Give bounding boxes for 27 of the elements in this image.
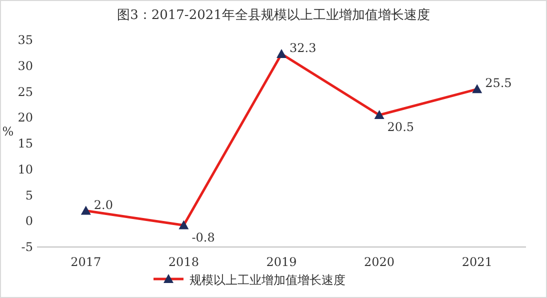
point bbox=[472, 84, 482, 94]
y-axis-title: % bbox=[2, 124, 14, 138]
y-tick-label: 20 bbox=[18, 110, 33, 125]
data-label: 20.5 bbox=[387, 120, 414, 134]
x-tick-label: 2017 bbox=[70, 255, 102, 269]
y-tick-label: 15 bbox=[18, 136, 33, 150]
data-label: 25.5 bbox=[485, 76, 512, 90]
chart-title: 图3：2017-2021年全县规模以上工业增加值增长速度 bbox=[117, 7, 430, 23]
data-label: 32.3 bbox=[290, 40, 316, 55]
y-tick-label: 30 bbox=[18, 58, 33, 73]
x-tick-label: 2020 bbox=[364, 255, 395, 269]
y-tick-label: 0 bbox=[25, 214, 33, 228]
data-label: -0.8 bbox=[192, 230, 215, 244]
x-tick-label: 2018 bbox=[168, 255, 199, 269]
point bbox=[80, 206, 91, 215]
x-tick-label: 2019 bbox=[266, 255, 297, 269]
point bbox=[178, 220, 189, 230]
legend-label: 规模以上工业增加值增长速度 bbox=[190, 273, 346, 287]
data-label: 2.0 bbox=[94, 198, 113, 212]
y-tick-label: -5 bbox=[21, 240, 33, 254]
y-tick-label: 5 bbox=[25, 188, 33, 202]
y-tick-label: 10 bbox=[18, 162, 33, 176]
x-tick-label: 2021 bbox=[462, 255, 492, 269]
y-tick-label: 25 bbox=[18, 84, 33, 99]
point bbox=[276, 48, 286, 58]
y-tick-label: 35 bbox=[18, 33, 33, 47]
point bbox=[374, 110, 384, 120]
